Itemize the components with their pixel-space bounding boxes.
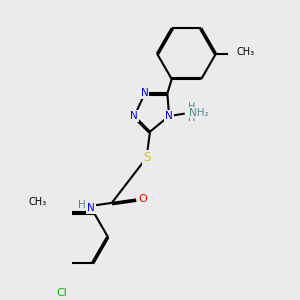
- Text: N: N: [130, 111, 138, 121]
- Text: Cl: Cl: [57, 288, 68, 298]
- Text: H: H: [78, 200, 86, 210]
- Text: CH₃: CH₃: [236, 47, 255, 57]
- Text: H: H: [188, 102, 195, 112]
- Text: S: S: [143, 151, 150, 164]
- Text: CH₃: CH₃: [29, 196, 47, 207]
- Text: N: N: [165, 111, 173, 121]
- Text: N: N: [87, 203, 95, 213]
- Text: O: O: [139, 194, 147, 204]
- Text: H: H: [188, 113, 195, 123]
- Text: NH₂: NH₂: [189, 108, 208, 118]
- Text: N: N: [141, 88, 149, 98]
